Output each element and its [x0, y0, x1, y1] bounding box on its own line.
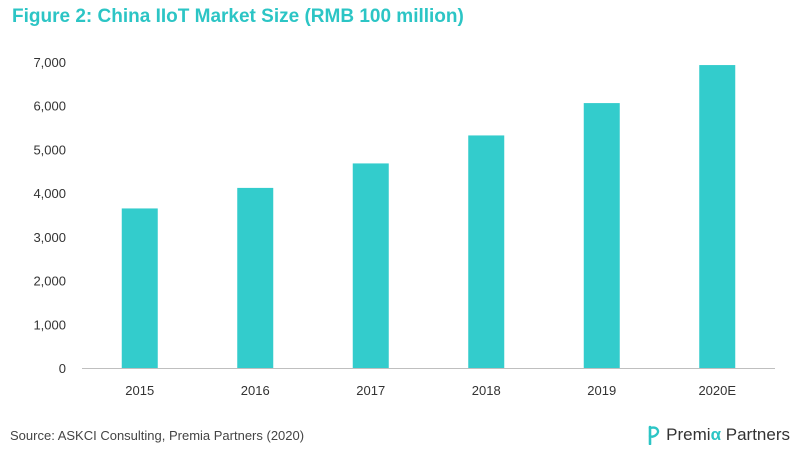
y-axis: 0 1,000 2,000 3,000 4,000 5,000 6,000 7,000	[33, 55, 66, 376]
y-tick-label: 4,000	[33, 186, 66, 201]
x-tick-label: 2017	[356, 383, 385, 398]
brand-name-first: Premi	[666, 425, 711, 444]
bar-2018	[468, 135, 505, 368]
x-tick-label: 2018	[472, 383, 501, 398]
brand-name-second: Partners	[725, 425, 790, 444]
y-tick-label: 7,000	[33, 55, 66, 70]
y-tick-label: 1,000	[33, 317, 66, 332]
bar-2017	[352, 163, 389, 368]
x-tick-label: 2020E	[698, 383, 736, 398]
source-note: Source: ASKCI Consulting, Premia Partner…	[10, 428, 305, 443]
chart-title: Figure 2: China IIoT Market Size (RMB 10…	[12, 6, 464, 27]
bar-2015	[121, 208, 158, 368]
premia-logo-icon	[648, 425, 660, 445]
y-tick-label: 5,000	[33, 142, 66, 157]
bar-2020E	[699, 65, 736, 368]
x-tick-label: 2015	[125, 383, 154, 398]
x-axis: 2015 2016 2017 2018 2019 2020E	[125, 383, 736, 398]
bar-chart: 0 1,000 2,000 3,000 4,000 5,000 6,000 7,000 201…	[33, 55, 775, 398]
x-tick-label: 2019	[587, 383, 616, 398]
bar-2019	[583, 103, 620, 368]
brand-logo: Premiα Partners	[645, 425, 790, 445]
bar-series	[121, 65, 736, 368]
x-tick-label: 2016	[241, 383, 270, 398]
y-tick-label: 6,000	[33, 99, 66, 114]
y-tick-label: 2,000	[33, 274, 66, 289]
y-tick-label: 0	[59, 361, 66, 376]
bar-2016	[237, 187, 274, 368]
y-tick-label: 3,000	[33, 230, 66, 245]
brand-name-alpha: α	[710, 425, 722, 444]
